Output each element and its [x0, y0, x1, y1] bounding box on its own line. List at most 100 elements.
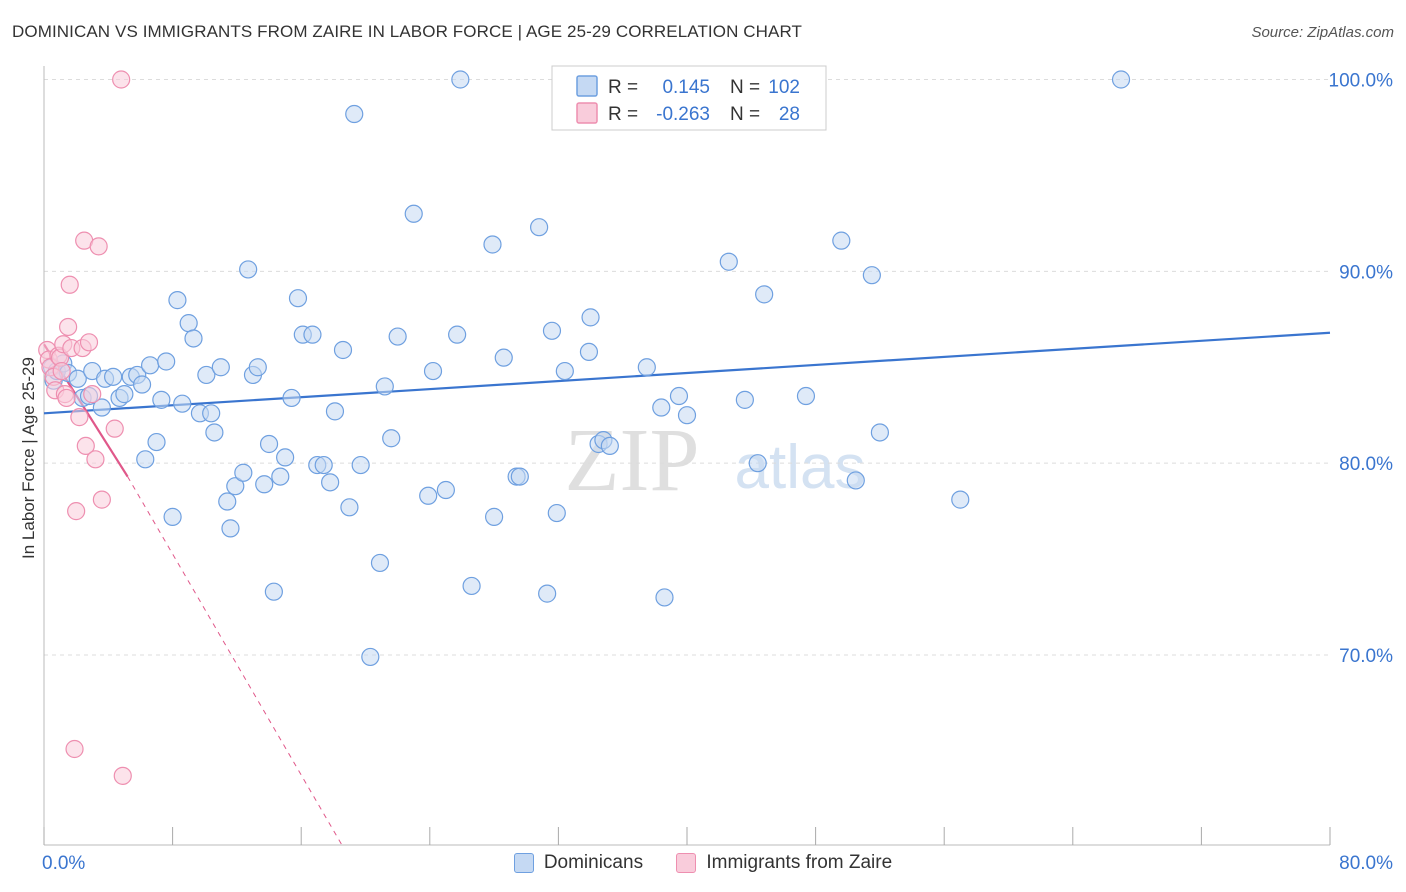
y-axis-label: In Labor Force | Age 25-29 — [19, 357, 38, 559]
point-zaire — [76, 436, 95, 456]
legend-item-zaire: Immigrants from Zaire — [676, 852, 892, 874]
point-dominicans — [951, 490, 970, 509]
point-dominicans — [748, 454, 767, 473]
point-zaire — [59, 317, 78, 337]
point-dominicans — [179, 314, 198, 333]
point-zaire — [113, 766, 132, 785]
point-dominicans — [115, 385, 134, 404]
point-dominicans — [136, 450, 155, 469]
point-dominicans — [655, 588, 674, 607]
point-dominicans — [163, 507, 182, 526]
point-dominicans — [423, 361, 443, 381]
legend-r-value-2: -0.263 — [656, 104, 710, 125]
point-dominicans — [755, 285, 774, 304]
point-zaire — [83, 385, 102, 404]
point-dominicans — [202, 404, 221, 423]
legend-label-zaire: Immigrants from Zaire — [706, 852, 893, 873]
point-dominicans — [92, 398, 111, 417]
point-dominicans — [735, 390, 754, 409]
point-zaire — [105, 419, 124, 438]
source-credit: Source: ZipAtlas.com — [1251, 24, 1394, 41]
legend-n-value-2: 28 — [779, 104, 800, 125]
point-dominicans — [221, 519, 240, 538]
point-dominicans — [205, 423, 224, 442]
point-dominicans — [538, 584, 557, 603]
legend-item-dominicans: Dominicans — [513, 852, 644, 874]
legend-r-label-2: R = — [608, 104, 638, 125]
point-dominicans — [226, 477, 245, 496]
y-tick-label-100: 100.0% — [1329, 71, 1394, 92]
correlation-legend: R = 0.145 N = 102 R = -0.263 N = 28 — [551, 65, 827, 131]
point-dominicans — [652, 398, 671, 417]
point-dominicans — [264, 582, 283, 601]
point-dominicans — [375, 377, 394, 396]
data-points — [38, 70, 1131, 785]
legend-n-label-1: N = — [730, 77, 760, 98]
point-dominicans — [542, 321, 562, 340]
point-dominicans — [862, 266, 881, 285]
point-dominicans — [451, 70, 470, 89]
point-dominicans — [255, 475, 274, 494]
tick-labels: 70.0% 80.0% 90.0% 100.0% 0.0% 80.0% — [42, 71, 1393, 875]
legend-swatch-blue — [513, 853, 534, 873]
point-dominicans — [259, 434, 279, 454]
point-dominicans — [157, 352, 176, 371]
point-dominicans — [303, 325, 322, 344]
point-dominicans — [436, 480, 455, 500]
point-dominicans — [448, 325, 467, 344]
point-dominicans — [234, 463, 253, 482]
point-dominicans — [271, 467, 290, 486]
legend-n-value-1: 102 — [768, 77, 800, 98]
legend-swatch-zaire — [576, 102, 598, 124]
point-dominicans — [494, 348, 513, 367]
point-dominicans — [677, 406, 697, 425]
point-dominicans — [555, 361, 574, 381]
point-dominicans — [485, 507, 504, 526]
point-dominicans — [345, 104, 364, 124]
point-dominicans — [152, 390, 171, 409]
legend-n-label-2: N = — [730, 104, 760, 125]
point-dominicans — [419, 486, 438, 505]
point-dominicans — [314, 455, 333, 475]
axes — [43, 66, 1331, 846]
point-dominicans — [510, 467, 529, 486]
point-dominicans — [388, 327, 407, 346]
point-dominicans — [530, 218, 549, 237]
trend-extension-zaire — [127, 476, 344, 848]
point-dominicans — [282, 388, 301, 408]
point-dominicans — [547, 503, 566, 523]
point-zaire — [89, 237, 108, 256]
point-dominicans — [370, 553, 390, 573]
point-dominicans — [382, 429, 401, 448]
point-dominicans — [796, 386, 816, 406]
point-dominicans — [462, 576, 481, 596]
point-dominicans — [637, 358, 656, 377]
point-dominicans — [218, 492, 237, 511]
point-zaire — [65, 739, 84, 759]
point-zaire — [67, 502, 86, 521]
point-dominicans — [239, 260, 258, 279]
point-dominicans — [351, 455, 370, 475]
point-dominicans — [669, 386, 689, 406]
point-dominicans — [132, 375, 152, 394]
point-dominicans — [248, 358, 267, 377]
point-zaire — [112, 70, 131, 89]
series-legend: Dominicans Immigrants from Zaire — [0, 852, 1406, 879]
point-dominicans — [104, 367, 123, 386]
watermark-zip: ZIP — [565, 411, 700, 510]
legend-swatch-dominicans — [576, 75, 598, 97]
legend-r-value-1: 0.145 — [662, 77, 710, 98]
point-zaire — [86, 450, 105, 469]
point-dominicans — [846, 471, 865, 490]
point-zaire — [57, 388, 76, 408]
point-zaire — [60, 275, 79, 294]
point-dominicans — [832, 231, 851, 250]
y-tick-label-80: 80.0% — [1339, 454, 1393, 475]
point-dominicans — [1111, 70, 1131, 89]
point-dominicans — [197, 365, 216, 385]
y-tick-label-90: 90.0% — [1339, 262, 1393, 283]
gridlines — [44, 79, 1330, 656]
point-dominicans — [581, 308, 600, 327]
legend-label-dominicans: Dominicans — [543, 852, 644, 873]
